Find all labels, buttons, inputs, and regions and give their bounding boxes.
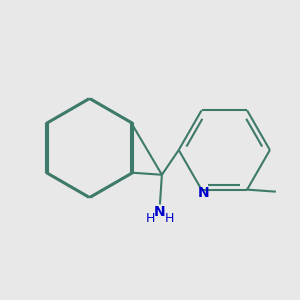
Text: H: H — [145, 212, 155, 225]
Text: N: N — [154, 206, 166, 219]
Text: N: N — [198, 186, 209, 200]
Text: H: H — [165, 212, 175, 225]
